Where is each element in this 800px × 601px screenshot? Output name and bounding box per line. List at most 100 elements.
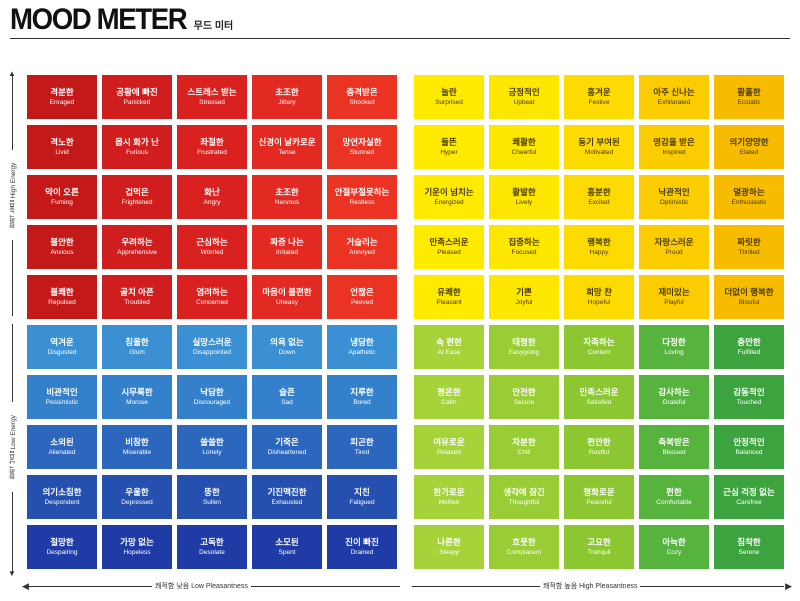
emotion-english: Frightened [121,198,153,206]
emotion-cell: 우울한 Depressed [102,475,172,519]
emotion-korean: 만족스러운 [579,386,619,397]
emotion-korean: 동기 부여된 [578,136,620,147]
emotion-cell: 지루한 Bored [327,375,397,419]
emotion-korean: 신경이 날카로운 [258,136,316,147]
emotion-cell: 골치 아픈 Troubled [102,275,172,319]
emotion-cell: 한가로운 Mellow [414,475,484,519]
emotion-english: Restful [588,448,610,456]
emotion-korean: 침울한 [125,336,149,347]
emotion-cell: 비참한 Miserable [102,425,172,469]
emotion-cell: 고독한 Desolate [177,525,247,569]
emotion-korean: 기진맥진한 [267,486,307,497]
emotion-cell: 아늑한 Cozy [639,525,709,569]
emotion-korean: 여유로운 [433,436,465,447]
emotion-cell: 동기 부여된 Motivated [564,125,634,169]
emotion-english: Blissful [738,298,760,306]
emotion-english: Spent [278,548,296,556]
emotion-english: Proud [665,248,683,256]
emotion-cell: 진이 빠진 Drained [327,525,397,569]
emotion-korean: 피곤한 [350,436,374,447]
emotion-korean: 낙담한 [200,386,224,397]
emotion-cell: 쓸쓸한 Lonely [177,425,247,469]
emotion-cell: 불쾌한 Repulsed [27,275,97,319]
emotion-korean: 안전한 [512,386,536,397]
emotion-korean: 근심하는 [196,236,228,247]
emotion-english: Stressed [199,98,225,106]
emotion-korean: 불쾌한 [50,286,74,297]
emotion-korean: 스트레스 받는 [187,86,237,97]
emotion-korean: 의욕 없는 [270,336,304,347]
high-energy-axis: ▲ 활력 높음 High Energy [8,70,20,320]
title-subtitle: 무드 미터 [193,21,234,32]
emotion-english: Energized [434,198,464,206]
emotion-english: Discouraged [193,398,231,406]
emotion-english: Alienated [48,448,76,456]
emotion-cell: 의욕 없는 Down [252,325,322,369]
emotion-english: Panicked [123,98,151,106]
emotion-english: Apprehensive [117,248,157,256]
emotion-korean: 영감을 받은 [653,136,695,147]
emotion-korean: 집중하는 [508,236,540,247]
emotion-cell: 약이 오른 Fuming [27,175,97,219]
emotion-english: Tranquil [587,548,611,556]
emotion-english: Hyper [440,148,458,156]
emotion-english: Down [278,348,296,356]
emotion-korean: 고요한 [587,536,611,547]
emotion-cell: 차분한 Chill [489,425,559,469]
emotion-english: Surprised [435,98,463,106]
emotion-korean: 겁먹은 [125,186,149,197]
emotion-english: Anxious [50,248,74,256]
low-energy-label: 활력 낮음 Low Energy [8,402,20,492]
emotion-korean: 격노한 [50,136,74,147]
emotion-english: Serene [738,548,760,556]
emotion-cell: 불안한 Anxious [27,225,97,269]
emotion-cell: 격노한 Livid [27,125,97,169]
emotion-cell: 태평한 Easygoing [489,325,559,369]
emotion-cell: 격분한 Enraged [27,75,97,119]
emotion-cell: 소모된 Spent [252,525,322,569]
emotion-korean: 편안한 [587,436,611,447]
emotion-english: Jittery [278,98,296,106]
emotion-english: Focused [511,248,537,256]
emotion-english: Glum [129,348,145,356]
emotion-korean: 흥겨운 [587,86,611,97]
emotion-korean: 비참한 [125,436,149,447]
emotion-cell: 흐뭇한 Complacent [489,525,559,569]
emotion-cell: 기죽은 Disheartened [252,425,322,469]
emotion-english: Worried [200,248,224,256]
emotion-english: Sleepy [439,548,459,556]
emotion-english: Concerned [196,298,228,306]
emotion-korean: 희망 찬 [586,286,612,297]
emotion-cell: 안전한 Secure [489,375,559,419]
high-pleasantness-label: 쾌적함 높음 High Pleasantness [540,582,641,591]
emotion-korean: 소외된 [50,436,74,447]
emotion-korean: 화난 [204,186,220,197]
emotion-cell: 생각에 잠긴 Thoughtful [489,475,559,519]
emotion-english: Upbeat [513,98,535,106]
emotion-english: Nervous [274,198,300,206]
emotion-cell: 활발한 Lively [489,175,559,219]
emotion-english: Cheerful [511,148,537,156]
emotion-cell: 피곤한 Tired [327,425,397,469]
emotion-korean: 자족하는 [583,336,615,347]
emotion-cell: 화난 Angry [177,175,247,219]
emotion-english: Grateful [662,398,686,406]
emotion-english: Disappointed [193,348,231,356]
emotion-english: Easygoing [508,348,540,356]
emotion-korean: 놀란 [441,86,457,97]
emotion-korean: 충격받은 [346,86,378,97]
emotion-english: Exhausted [271,498,303,506]
emotion-cell: 만족스러운 Satisfied [564,375,634,419]
emotion-english: Loving [664,348,684,356]
emotion-cell: 시무룩한 Morose [102,375,172,419]
emotion-cell: 자랑스러운 Proud [639,225,709,269]
yellow-quadrant: 놀란 Surprised 긍정적인 Upbeat 흥겨운 Festive 아주 신나는 Exh… [414,75,784,319]
emotion-english: Pessimistic [45,398,79,406]
emotion-cell: 침착한 Serene [714,525,784,569]
emotion-cell: 소외된 Alienated [27,425,97,469]
emotion-cell: 몹시 화가 난 Furious [102,125,172,169]
emotion-english: Stunned [349,148,375,156]
emotion-cell: 축복받은 Blessed [639,425,709,469]
emotion-english: Comfortable [656,498,692,506]
emotion-korean: 망연자실한 [342,136,382,147]
